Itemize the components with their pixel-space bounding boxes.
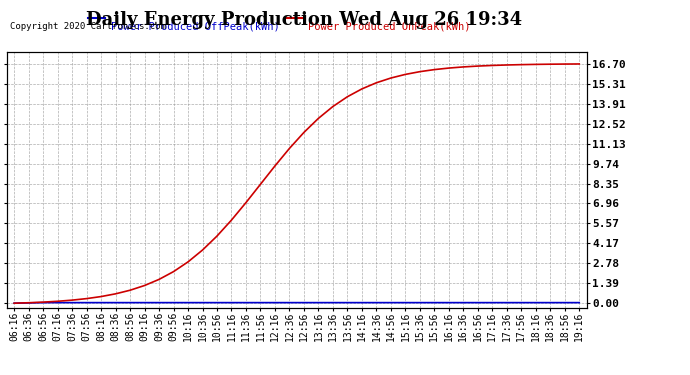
Text: Copyright 2020 Cartronics.com: Copyright 2020 Cartronics.com bbox=[10, 22, 166, 31]
Text: Power Produced OnPeak(kWh): Power Produced OnPeak(kWh) bbox=[308, 22, 471, 32]
Text: Daily Energy Production Wed Aug 26 19:34: Daily Energy Production Wed Aug 26 19:34 bbox=[86, 11, 522, 29]
Text: Power Produced OffPeak(kWh): Power Produced OffPeak(kWh) bbox=[111, 22, 280, 32]
